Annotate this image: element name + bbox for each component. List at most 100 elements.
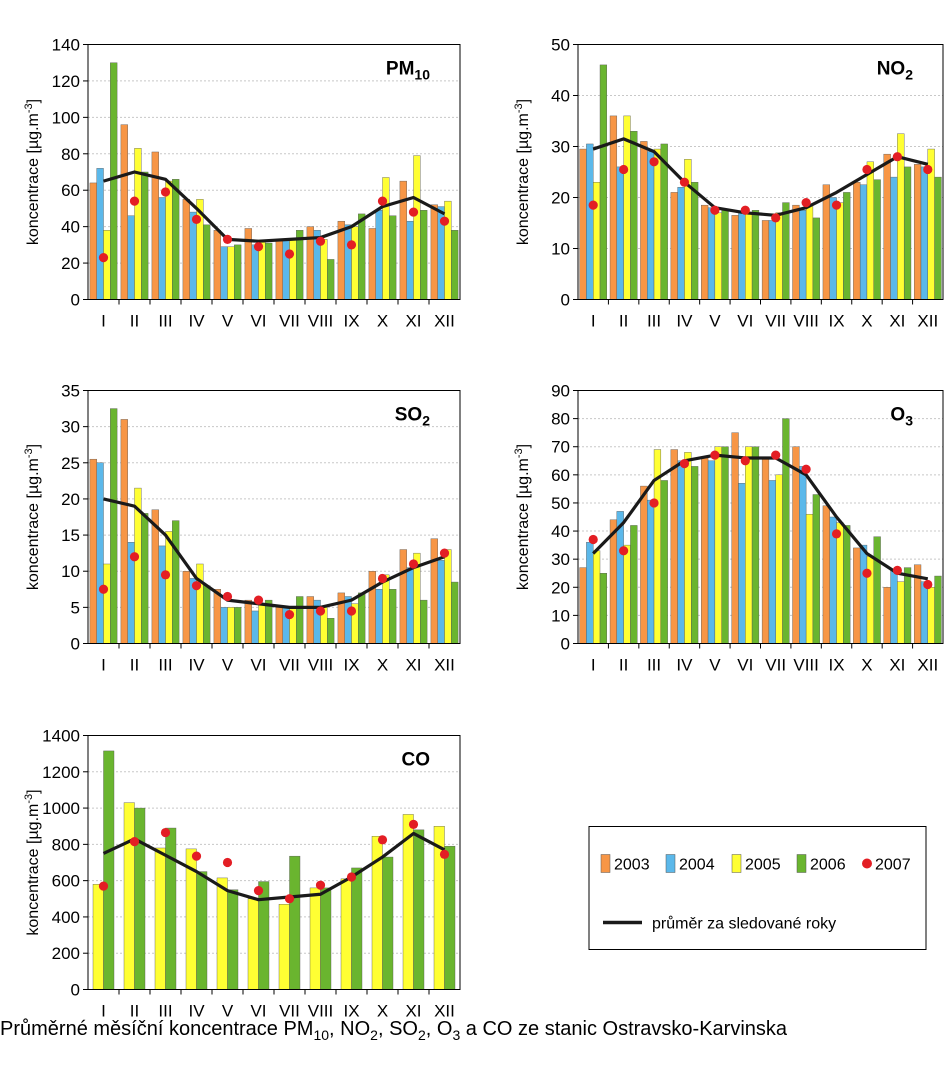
- bar-2005-XII: [444, 549, 452, 644]
- x-tick-label: VIII: [308, 312, 334, 331]
- bar-2004-XI: [890, 570, 898, 644]
- bar-2006-X: [382, 856, 394, 990]
- y-tick-label: 0: [71, 291, 80, 310]
- bar-2003-IV: [670, 449, 678, 644]
- dot-2007-XII: [923, 579, 933, 590]
- y-tick-label: 40: [61, 218, 80, 237]
- y-axis-label-sup: -3: [23, 794, 35, 804]
- dot-2007-V: [710, 450, 720, 460]
- bar-2006-I: [103, 750, 115, 990]
- bar-2003-I: [89, 182, 97, 300]
- bar-2005-IX: [351, 226, 359, 300]
- bar-2003-XII: [430, 538, 438, 644]
- bar-2005-I: [593, 181, 601, 300]
- bar-2003-I: [579, 567, 587, 644]
- dot-2007-X: [377, 835, 388, 845]
- dot-2007-VI: [253, 242, 264, 252]
- bar-2006-V: [721, 446, 729, 644]
- y-axis-label: koncentrace [µg.m-3]: [513, 99, 532, 245]
- dot-2007-VII: [284, 894, 295, 904]
- dot-2007-III: [649, 498, 659, 508]
- dot-2007-X: [377, 196, 388, 206]
- x-tick-label: IV: [188, 312, 205, 331]
- mean-line: [103, 497, 446, 609]
- bar-2005-I: [593, 550, 601, 644]
- panel-title-sub: 3: [905, 413, 913, 429]
- bar-2004-VI: [251, 610, 259, 644]
- bar-2006-II: [141, 171, 149, 300]
- y-tick-label: 20: [61, 254, 80, 273]
- bar-2004-I: [96, 462, 104, 644]
- bar-2006-IV: [691, 466, 699, 644]
- y-axis-label-end: ]: [25, 444, 42, 448]
- x-tick-label: X: [861, 656, 872, 675]
- x-tick-label: VI: [737, 656, 753, 675]
- bar-2006-XI: [420, 599, 428, 644]
- y-axis-label-text: koncentrace [µg.m: [515, 458, 532, 590]
- bar-2006-XII: [451, 581, 459, 644]
- bar-2006-VIII: [812, 217, 820, 300]
- x-tick-label: V: [709, 312, 721, 331]
- bar-2004-IV: [677, 187, 685, 300]
- y-axis-label-end: ]: [515, 99, 532, 103]
- bar-2006-II: [134, 807, 146, 990]
- bar-2003-XI: [399, 549, 407, 644]
- x-tick-label: IX: [829, 656, 845, 675]
- bar-2006-X: [389, 215, 397, 300]
- bar-2004-V: [707, 207, 716, 300]
- dot-2007-I: [588, 200, 598, 210]
- bar-2003-IX: [822, 505, 830, 644]
- bar-2003-XI: [883, 587, 891, 644]
- bar-2004-VIII: [799, 466, 807, 644]
- bar-2006-III: [165, 827, 177, 990]
- dot-2007-III: [160, 570, 171, 580]
- dot-2007-II: [619, 164, 629, 175]
- bar-2004-VI: [738, 212, 746, 300]
- x-tick-label: IX: [343, 312, 359, 331]
- bar-2003-VII: [761, 220, 770, 300]
- bar-2006-IV: [196, 871, 208, 990]
- bar-2004-V: [707, 460, 716, 644]
- bar-2003-IX: [822, 184, 830, 300]
- bar-2006-IV: [691, 181, 699, 300]
- bar-2006-IX: [843, 525, 851, 644]
- dot-2007-VII: [771, 213, 781, 223]
- dot-2007-X: [862, 164, 872, 175]
- x-tick-label: V: [222, 1002, 234, 1021]
- dot-2007-XII: [923, 164, 933, 175]
- bar-2003-IV: [182, 199, 190, 300]
- bar-2004-IX: [344, 224, 352, 300]
- bar-2005-IV: [684, 452, 692, 644]
- y-tick-label: 30: [551, 550, 570, 569]
- dot-2007-XII: [439, 849, 450, 859]
- x-tick-label: VI: [250, 1002, 266, 1021]
- x-tick-label: VII: [279, 1002, 300, 1021]
- y-tick-label: 0: [561, 291, 570, 310]
- bar-2006-X: [873, 536, 881, 644]
- panel-title: CO: [402, 750, 431, 771]
- panel-title: O3: [890, 405, 913, 429]
- y-tick-label: 40: [551, 87, 570, 106]
- y-tick-label: 50: [551, 494, 570, 513]
- bar-2005-III: [165, 531, 173, 644]
- bar-2004-VII: [768, 220, 776, 300]
- x-tick-label: VII: [765, 312, 786, 331]
- bar-2003-V: [213, 230, 221, 300]
- dot-2007-II: [129, 837, 140, 847]
- dot-2007-IV: [679, 177, 690, 187]
- dot-2007-VIII: [801, 198, 811, 208]
- dot-2007-IV: [191, 851, 202, 861]
- y-tick-label: 30: [61, 418, 80, 437]
- x-tick-label: XII: [917, 312, 938, 331]
- x-tick-label: X: [377, 656, 388, 675]
- legend-swatch-2005: [731, 854, 742, 873]
- legend-label-2003: 2003: [614, 857, 650, 874]
- y-tick-label: 90: [551, 382, 570, 401]
- y-tick-label: 25: [61, 454, 80, 473]
- x-tick-label: VIII: [308, 1002, 334, 1021]
- y-tick-label: 600: [52, 872, 80, 891]
- bar-2006-II: [630, 130, 638, 300]
- x-tick-label: VII: [279, 312, 300, 331]
- bar-2004-X: [859, 184, 868, 300]
